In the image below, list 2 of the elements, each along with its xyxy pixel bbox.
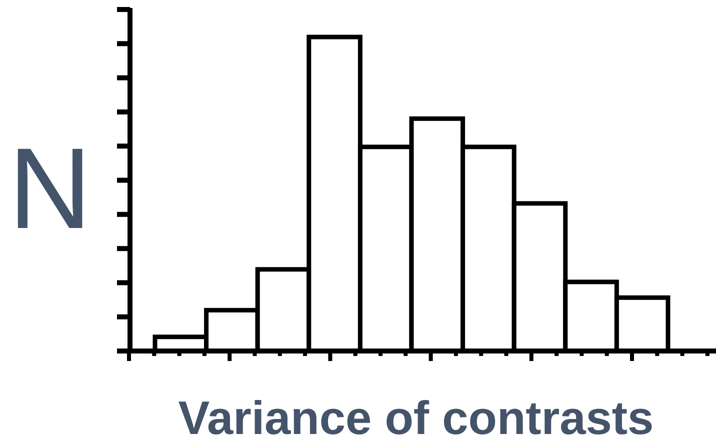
x-axis-title: Variance of contrasts	[178, 391, 654, 439]
y-axis-title: N	[8, 125, 92, 253]
